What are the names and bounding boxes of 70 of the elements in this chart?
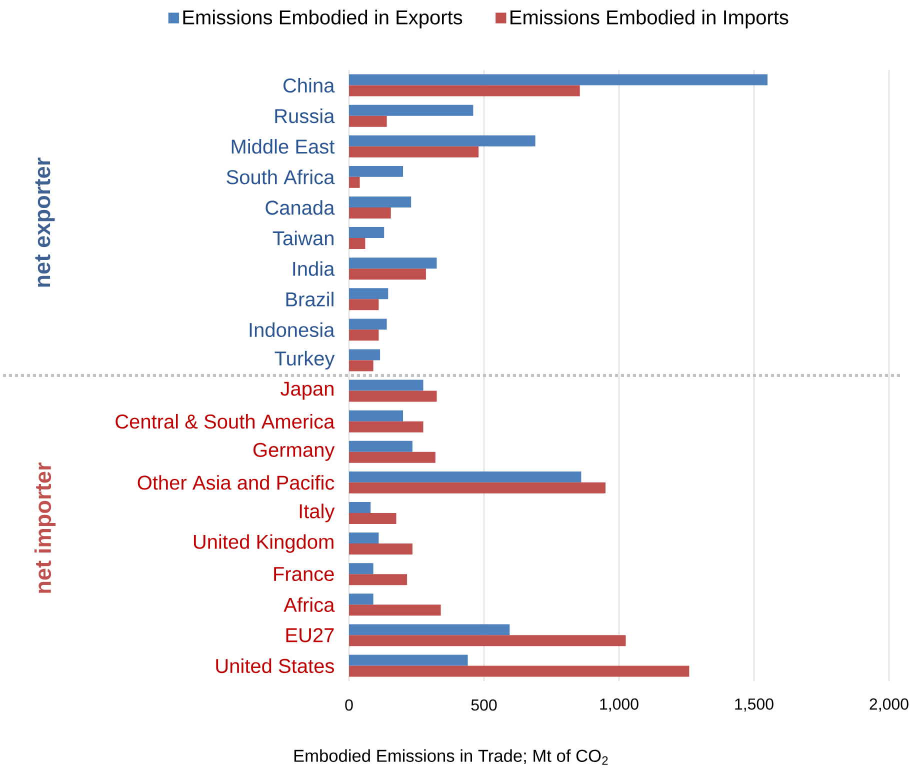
bar bbox=[349, 207, 391, 218]
bar bbox=[349, 135, 536, 146]
x-tick-label: 500 bbox=[471, 699, 497, 711]
bar bbox=[349, 258, 437, 269]
bar bbox=[349, 574, 408, 586]
x-tick-label: 1,500 bbox=[735, 698, 774, 712]
y-tick-label: Middle East bbox=[232, 139, 335, 154]
bar bbox=[349, 440, 412, 452]
y-tick-label: Germany bbox=[253, 442, 335, 461]
bar bbox=[349, 74, 768, 86]
x-tick-label: 0 bbox=[345, 699, 353, 711]
bar bbox=[349, 532, 379, 544]
y-tick-label: United States bbox=[216, 658, 334, 674]
y-tick-label: EU27 bbox=[286, 628, 334, 642]
x-tick-label: 2,000 bbox=[870, 698, 908, 712]
bar bbox=[349, 85, 580, 96]
bar bbox=[349, 502, 371, 513]
y-tick-label: Taiwan bbox=[272, 230, 334, 246]
y-tick-label: Brazil bbox=[286, 292, 334, 306]
bar bbox=[349, 196, 412, 208]
bar bbox=[349, 116, 387, 127]
y-tick-label: Canada bbox=[266, 200, 335, 215]
bar bbox=[349, 227, 384, 238]
bar bbox=[349, 176, 360, 188]
bar bbox=[349, 330, 379, 341]
y-tick-label: South Africa bbox=[226, 170, 335, 184]
bar bbox=[349, 471, 582, 482]
y-tick-label: Central & South America bbox=[116, 414, 335, 429]
x-tick-label: 1,000 bbox=[600, 698, 638, 712]
legend-label: Emissions Embodied in Imports bbox=[510, 10, 788, 28]
bar bbox=[349, 544, 412, 555]
bar bbox=[349, 380, 424, 391]
y-tick-label: Africa bbox=[284, 597, 335, 612]
bar bbox=[349, 666, 690, 677]
text: net importer bbox=[34, 462, 56, 593]
bar bbox=[349, 318, 387, 330]
bar bbox=[349, 410, 403, 422]
y-tick-label: Other Asia and Pacific bbox=[138, 475, 334, 490]
bar bbox=[349, 390, 437, 402]
y-tick-label: United Kingdom bbox=[194, 534, 334, 553]
y-tick-label: France bbox=[274, 567, 334, 582]
bar bbox=[349, 146, 479, 158]
bar bbox=[349, 563, 374, 574]
bar bbox=[349, 238, 366, 250]
bar bbox=[349, 482, 606, 494]
y-tick-label: Italy bbox=[300, 504, 335, 522]
bar bbox=[349, 604, 441, 616]
bar bbox=[349, 635, 626, 646]
legend-label: Emissions Embodied in Exports bbox=[183, 10, 462, 28]
bar bbox=[349, 624, 510, 636]
y-tick-label: Turkey bbox=[274, 350, 335, 370]
y-tick-label: India bbox=[293, 261, 335, 276]
text: net exporter bbox=[35, 158, 55, 287]
x-axis-title: Embodied Emissions in Trade; Mt of CO$_{2}$ bbox=[294, 749, 608, 765]
y-tick-label: Russia bbox=[275, 108, 335, 124]
bar bbox=[349, 268, 426, 280]
bar bbox=[349, 452, 436, 463]
bar bbox=[349, 299, 379, 310]
bar bbox=[349, 166, 403, 177]
bar bbox=[349, 421, 424, 432]
y-tick-label: Japan bbox=[280, 382, 334, 400]
y-tick-label: China bbox=[284, 78, 335, 93]
bar bbox=[349, 104, 474, 116]
bar bbox=[349, 288, 388, 300]
bar bbox=[349, 360, 374, 372]
bar bbox=[349, 594, 374, 605]
bar bbox=[349, 512, 396, 524]
bar bbox=[349, 654, 468, 666]
bar bbox=[349, 349, 380, 360]
y-tick-label: Indonesia bbox=[250, 322, 335, 338]
